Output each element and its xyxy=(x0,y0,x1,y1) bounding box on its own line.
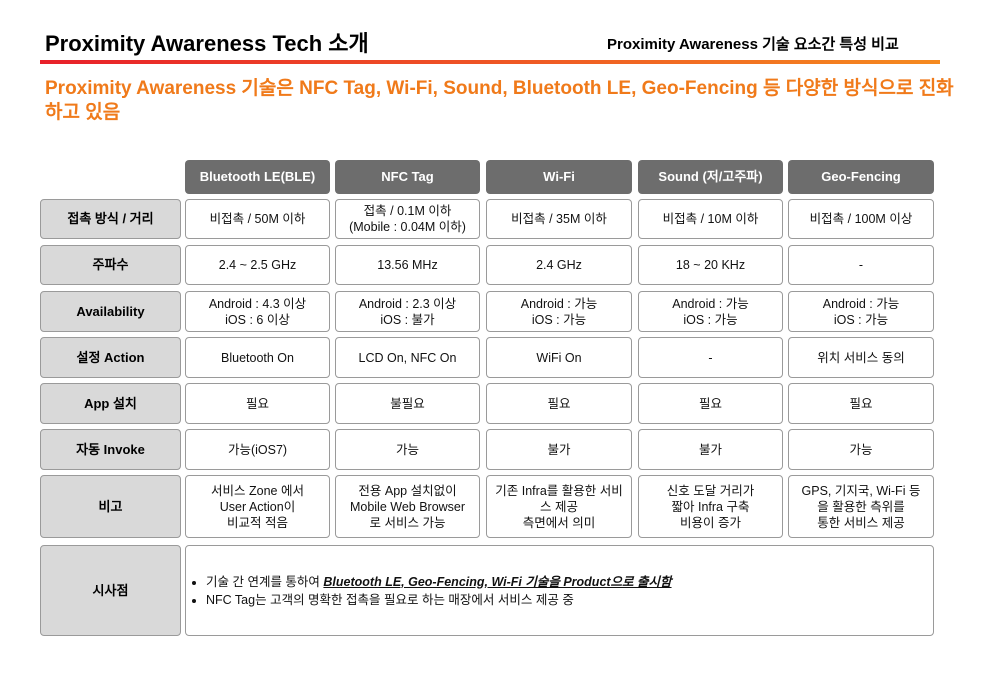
cell: 2.4 ~ 2.5 GHz xyxy=(185,245,330,285)
summary-box: 기술 간 연계를 통하여 Bluetooth LE, Geo-Fencing, … xyxy=(185,545,934,636)
row-label: 자동 Invoke xyxy=(40,429,181,470)
row-label: 접촉 방식 / 거리 xyxy=(40,199,181,239)
bullet: NFC Tag는 고객의 명확한 접촉을 필요로 하는 매장에서 서비스 제공 … xyxy=(206,591,672,609)
column-header: NFC Tag xyxy=(335,160,480,194)
headline: Proximity Awareness 기술은 NFC Tag, Wi-Fi, … xyxy=(45,78,954,123)
cell: 가능 xyxy=(788,429,934,470)
bullet-text: NFC Tag는 고객의 명확한 접촉을 필요로 하는 매장에서 서비스 제공 … xyxy=(206,592,574,607)
cell: Android : 가능 iOS : 가능 xyxy=(788,291,934,332)
cell: - xyxy=(788,245,934,285)
bullet-text: Bluetooth LE, Geo-Fencing, Wi-Fi 기술을 Pro… xyxy=(323,574,672,589)
cell: 필요 xyxy=(185,383,330,424)
row-label: Availability xyxy=(40,291,181,332)
cell: 가능(iOS7) xyxy=(185,429,330,470)
cell: 기존 Infra를 활용한 서비 스 제공 측면에서 의미 xyxy=(486,475,632,538)
bullet: 기술 간 연계를 통하여 Bluetooth LE, Geo-Fencing, … xyxy=(206,573,672,591)
cell: 비접촉 / 100M 이상 xyxy=(788,199,934,239)
cell: Android : 4.3 이상 iOS : 6 이상 xyxy=(185,291,330,332)
cell: 불가 xyxy=(638,429,783,470)
row-label: 설정 Action xyxy=(40,337,181,378)
row-label: App 설치 xyxy=(40,383,181,424)
cell: 불필요 xyxy=(335,383,480,424)
bullet-list: 기술 간 연계를 통하여 Bluetooth LE, Geo-Fencing, … xyxy=(186,573,672,609)
column-header: Sound (저/고주파) xyxy=(638,160,783,194)
cell: 비접촉 / 35M 이하 xyxy=(486,199,632,239)
cell: Bluetooth On xyxy=(185,337,330,378)
cell: 필요 xyxy=(486,383,632,424)
cell: 서비스 Zone 에서 User Action이 비교적 적음 xyxy=(185,475,330,538)
divider xyxy=(40,60,940,64)
cell: WiFi On xyxy=(486,337,632,378)
cell: 비접촉 / 50M 이하 xyxy=(185,199,330,239)
cell: 18 ~ 20 KHz xyxy=(638,245,783,285)
row-label: 시사점 xyxy=(40,545,181,636)
cell: 전용 App 설치없이 Mobile Web Browser 로 서비스 가능 xyxy=(335,475,480,538)
cell: 필요 xyxy=(638,383,783,424)
row-label: 비고 xyxy=(40,475,181,538)
column-header: Geo-Fencing xyxy=(788,160,934,194)
cell: Android : 가능 iOS : 가능 xyxy=(638,291,783,332)
cell: 13.56 MHz xyxy=(335,245,480,285)
cell: 위치 서비스 동의 xyxy=(788,337,934,378)
row-label: 주파수 xyxy=(40,245,181,285)
cell: 불가 xyxy=(486,429,632,470)
bullet-text: 기술 간 연계를 통하여 xyxy=(206,574,324,589)
cell: 비접촉 / 10M 이하 xyxy=(638,199,783,239)
cell: 필요 xyxy=(788,383,934,424)
cell: 신호 도달 거리가 짧아 Infra 구축 비용이 증가 xyxy=(638,475,783,538)
cell: GPS, 기지국, Wi-Fi 등 을 활용한 측위를 통한 서비스 제공 xyxy=(788,475,934,538)
column-header: Bluetooth LE(BLE) xyxy=(185,160,330,194)
cell: LCD On, NFC On xyxy=(335,337,480,378)
title: Proximity Awareness Tech 소개 xyxy=(45,31,369,56)
cell: 접촉 / 0.1M 이하 (Mobile : 0.04M 이하) xyxy=(335,199,480,239)
cell: - xyxy=(638,337,783,378)
cell: Android : 2.3 이상 iOS : 불가 xyxy=(335,291,480,332)
column-header: Wi-Fi xyxy=(486,160,632,194)
cell: Android : 가능 iOS : 가능 xyxy=(486,291,632,332)
subtitle: Proximity Awareness 기술 요소간 특성 비교 xyxy=(607,36,899,53)
cell: 2.4 GHz xyxy=(486,245,632,285)
cell: 가능 xyxy=(335,429,480,470)
